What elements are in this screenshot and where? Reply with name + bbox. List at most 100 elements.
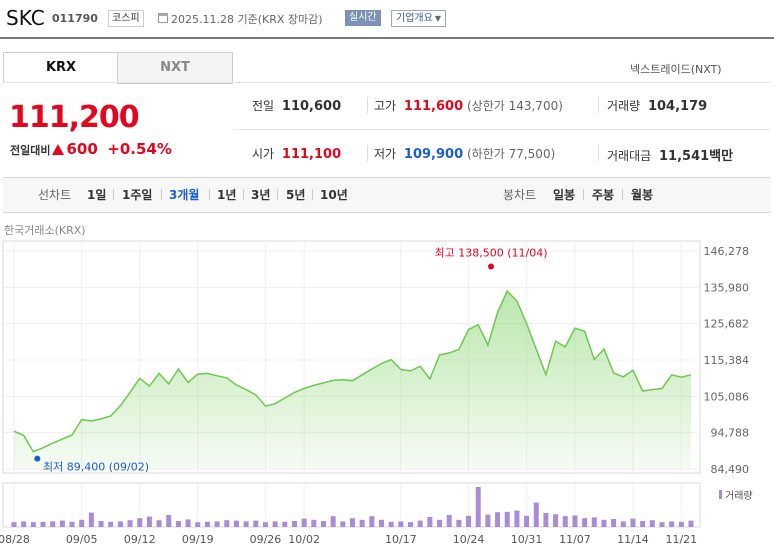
period-3y[interactable]: 3년	[251, 188, 271, 202]
divider	[113, 189, 114, 200]
volume-bar	[146, 516, 152, 527]
low-annotation: 최저 89,400 (09/02)	[43, 461, 149, 474]
chart-source: 한국거래소(KRX)	[4, 224, 86, 237]
y-tick-label: 94,788	[711, 427, 750, 440]
volume-bar	[195, 522, 201, 527]
x-tick-label: 09/19	[182, 533, 214, 545]
candle-chart-label: 봉차트	[503, 188, 537, 202]
volume-bar	[533, 502, 539, 527]
low-value: 109,900	[403, 147, 464, 162]
period-1w[interactable]: 1주일	[122, 188, 153, 202]
volume-bar	[543, 513, 549, 527]
volume-bar	[408, 522, 414, 527]
volume-bar	[320, 521, 326, 527]
amount-unit: 백만	[709, 149, 734, 164]
upper-limit: (상한가 143,700)	[466, 99, 563, 113]
volume-bar	[630, 518, 636, 527]
volume-bar	[582, 518, 588, 527]
x-tick-label: 09/05	[66, 533, 98, 545]
volume-legend-swatch	[719, 490, 722, 499]
volume-bar	[233, 520, 239, 527]
volume-bar	[369, 516, 375, 527]
period-1y[interactable]: 1년	[217, 188, 237, 202]
divider	[583, 189, 584, 200]
volume-bar	[166, 515, 172, 527]
change-label: 전일대비	[10, 144, 51, 157]
header-divider	[0, 37, 774, 39]
volume-bar	[388, 521, 394, 527]
volume-bar	[185, 519, 191, 527]
tab-krx[interactable]: KRX	[3, 52, 119, 83]
volume-bar	[79, 519, 85, 527]
volume-bar	[224, 520, 230, 527]
divider	[209, 189, 210, 200]
price-area	[14, 291, 691, 469]
volume-bar	[291, 521, 297, 527]
tab-divider	[3, 82, 770, 83]
volume-bar	[330, 516, 336, 527]
period-1d[interactable]: 1일	[87, 188, 107, 202]
volume-bar	[272, 521, 278, 527]
x-tick-label: 08/28	[0, 533, 30, 545]
prev-close: 전일 110,600	[252, 97, 341, 114]
y-tick-label: 115,384	[704, 354, 750, 367]
open-price: 시가 111,100	[252, 145, 341, 162]
volume-bar	[640, 521, 646, 527]
volume-bar	[572, 515, 578, 527]
volume-label: 거래량	[607, 99, 641, 113]
change-percent: +0.54%	[107, 140, 172, 158]
x-tick-label: 10/31	[511, 533, 543, 545]
volume-bar	[50, 521, 56, 527]
change-value: 600	[66, 140, 98, 158]
volume-bar	[98, 521, 104, 527]
period-toolbar	[3, 177, 770, 213]
candle-daily[interactable]: 일봉	[553, 188, 576, 202]
volume-bar	[59, 520, 65, 527]
tab-nxt[interactable]: NXT	[117, 52, 233, 84]
candle-weekly[interactable]: 주봉	[592, 188, 615, 202]
divider	[367, 145, 368, 161]
volume-bar	[553, 514, 559, 527]
high-label: 고가	[374, 99, 397, 113]
volume-bar	[301, 518, 307, 527]
low-marker	[34, 455, 41, 462]
x-tick-label: 09/12	[124, 533, 156, 545]
divider	[243, 189, 244, 200]
volume-bar	[524, 515, 530, 527]
divider	[161, 189, 162, 200]
x-tick-label: 10/02	[288, 533, 320, 545]
company-overview-button[interactable]: 기업개요 ▼	[391, 10, 446, 27]
volume-bar	[40, 521, 46, 527]
volume-bar	[562, 516, 568, 527]
period-10y[interactable]: 10년	[320, 188, 348, 202]
candle-monthly[interactable]: 월봉	[631, 188, 654, 202]
high-annotation: 최고 138,500 (11/04)	[434, 246, 547, 259]
divider	[598, 145, 599, 161]
volume-bar	[30, 522, 36, 527]
period-3m[interactable]: 3개월	[169, 188, 200, 202]
period-5y[interactable]: 5년	[286, 188, 306, 202]
lower-limit: (하한가 77,500)	[466, 147, 556, 161]
volume-bar	[417, 520, 423, 527]
y-tick-label: 146,278	[704, 245, 750, 258]
open-value: 111,100	[281, 147, 342, 162]
trade-amount: 거래대금 11,541백만	[607, 145, 733, 164]
volume-bar	[611, 519, 617, 527]
high-price: 고가 111,600 (상한가 143,700)	[374, 97, 563, 114]
volume-bar	[243, 521, 249, 527]
volume-bar	[456, 519, 462, 527]
volume-bar	[204, 521, 210, 527]
volume-bar	[108, 521, 114, 527]
y-tick-label: 84,490	[711, 463, 750, 476]
x-tick-label: 10/17	[385, 533, 417, 545]
high-marker	[488, 263, 494, 270]
divider	[367, 97, 368, 113]
high-value: 111,600	[403, 99, 464, 114]
change-row: 전일대비 600 +0.54%	[10, 140, 172, 158]
open-label: 시가	[252, 147, 275, 161]
divider	[277, 189, 278, 200]
realtime-button[interactable]: 실시간	[345, 10, 381, 26]
calendar-icon	[158, 13, 168, 23]
company-overview-label: 기업개요	[396, 13, 433, 24]
stock-code: 011790	[52, 12, 98, 25]
